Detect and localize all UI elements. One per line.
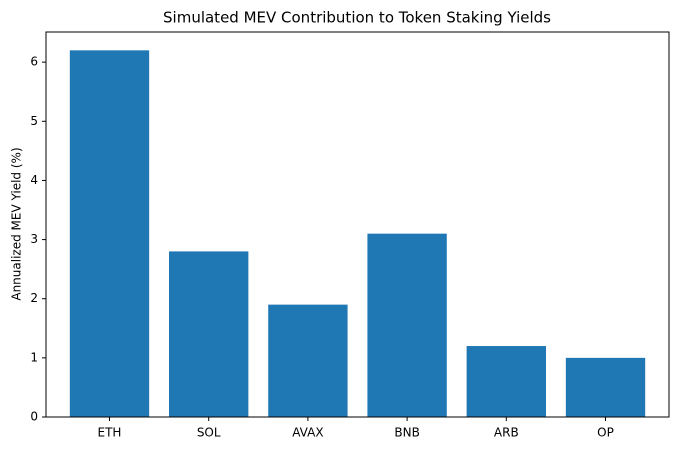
y-tick-label: 6 <box>30 55 38 69</box>
bar <box>268 304 348 417</box>
chart-title: Simulated MEV Contribution to Token Stak… <box>163 9 551 27</box>
y-tick-label: 5 <box>30 114 38 128</box>
bar <box>69 50 150 417</box>
bar <box>169 251 249 417</box>
y-tick-label: 3 <box>30 232 38 246</box>
y-tick-label: 1 <box>30 350 38 364</box>
x-tick-label: AVAX <box>292 426 323 440</box>
y-tick-label: 4 <box>30 173 38 187</box>
bar <box>367 233 447 417</box>
bar <box>466 346 546 417</box>
y-tick-label: 2 <box>30 291 38 305</box>
x-tick-label: ETH <box>98 426 122 440</box>
y-tick-label: 0 <box>30 410 38 424</box>
bar <box>565 357 646 417</box>
x-tick-label: OP <box>597 426 614 440</box>
x-tick-label: ARB <box>494 426 519 440</box>
plot-frame <box>45 31 670 418</box>
x-tick-label: BNB <box>394 426 419 440</box>
x-tick-label: SOL <box>197 426 221 440</box>
y-axis-label: Annualized MEV Yield (%) <box>10 147 24 300</box>
